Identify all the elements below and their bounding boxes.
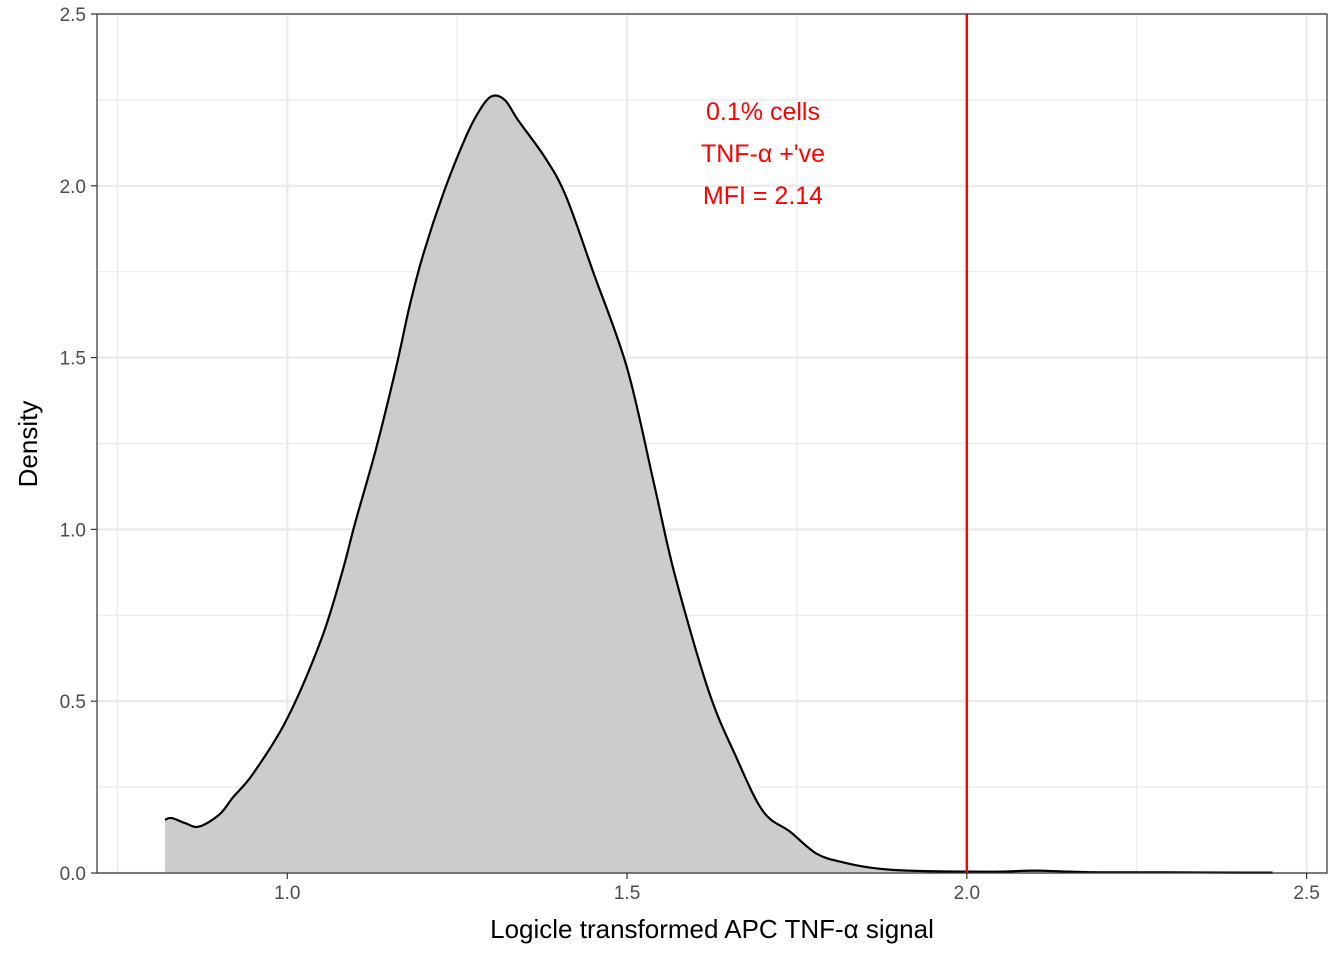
x-tick-label: 1.0 [274,883,300,904]
panel-border [96,13,1328,874]
density-area [164,95,1273,874]
y-tick-label: 1.5 [60,349,86,370]
y-axis: 0.0 0.5 1.0 1.5 2.0 2.5 [60,5,97,885]
x-axis: 1.0 1.5 2.0 2.5 [274,873,1320,904]
y-tick-label: 1.0 [60,520,86,541]
annotation-line: 0.1% cells [706,98,820,126]
y-axis-title: Density [13,401,43,488]
x-tick-label: 2.5 [1293,883,1319,904]
y-tick-label: 2.0 [60,177,86,198]
density-line [164,94,1273,874]
x-tick-label: 1.5 [614,883,640,904]
y-tick-label: 0.5 [60,692,86,713]
annotation-line: MFI = 2.14 [703,182,823,210]
annotation: 0.1% cells TNF-α +'ve MFI = 2.14 [701,98,825,210]
annotation-line: TNF-α +'ve [701,140,825,168]
y-tick-label: 2.5 [60,5,86,26]
x-axis-title: Logicle transformed APC TNF-α signal [490,914,934,944]
y-tick-label: 0.0 [60,864,86,885]
x-tick-label: 2.0 [954,883,980,904]
